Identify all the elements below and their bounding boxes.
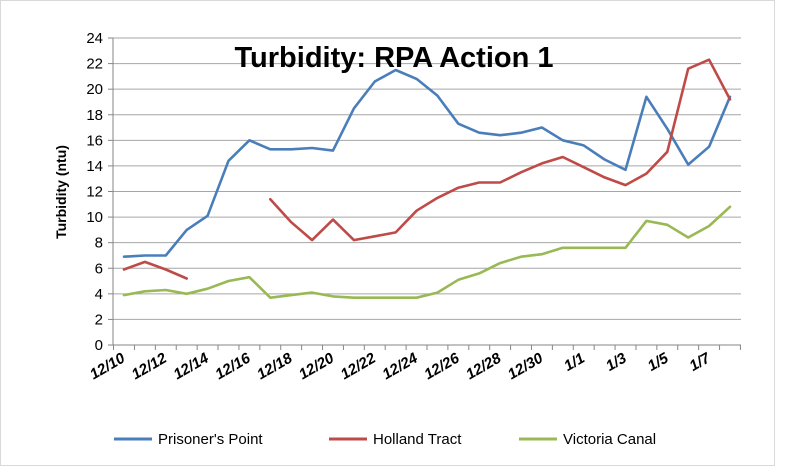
x-tick-label: 1/5 (645, 349, 672, 374)
series-line-holland-tract (122, 260, 188, 280)
x-tick-label: 12/22 (338, 349, 380, 383)
y-tick-label: 18 (86, 107, 103, 124)
x-tick-label: 12/28 (463, 349, 505, 383)
y-axis-label: Turbidity (ntu) (53, 145, 69, 239)
x-tick-label: 12/20 (296, 349, 338, 383)
y-tick-label: 16 (86, 132, 103, 149)
series-line-holland-tract (268, 58, 732, 242)
y-tick-label: 2 (95, 311, 103, 328)
series-line-victoria-canal (122, 205, 732, 300)
legend-label: Prisoner's Point (158, 431, 263, 448)
gridlines (113, 37, 741, 346)
x-tick-label: 12/26 (421, 349, 463, 383)
chart-frame: 0 2 4 6 8 10 12 14 16 18 20 22 24 12/10 12/12 12/14 12/1… (0, 0, 775, 466)
chart-title: Turbidity: RPA Action 1 (235, 42, 554, 74)
legend-label: Holland Tract (373, 431, 462, 448)
y-tick-label: 0 (95, 337, 103, 354)
legend-label: Victoria Canal (563, 431, 656, 448)
y-tick-label: 6 (95, 260, 103, 277)
y-tick-label: 20 (86, 81, 103, 98)
y-tick-label: 10 (86, 209, 103, 226)
series-lines (122, 58, 732, 300)
x-tick-label: 12/16 (212, 349, 254, 383)
x-tick-label: 1/3 (603, 349, 630, 374)
x-tick-label: 12/30 (505, 349, 547, 383)
x-tick-label: 12/14 (171, 349, 213, 383)
series-line-prisoners-point (122, 68, 732, 258)
x-tick-label: 1/1 (561, 350, 588, 375)
y-tick-label: 14 (86, 158, 103, 175)
y-tick-label: 4 (95, 286, 103, 303)
x-tick-label: 1/7 (687, 349, 714, 374)
x-tick-label: 12/10 (87, 349, 129, 383)
x-tick-label: 12/18 (254, 349, 296, 383)
y-tick-label: 22 (86, 56, 103, 73)
x-tick-label: 12/24 (380, 349, 422, 383)
y-tick-label: 24 (86, 30, 103, 47)
x-tick-label: 12/12 (129, 349, 171, 383)
legend: Prisoner's Point Holland Tract Victoria Ca… (114, 431, 656, 448)
y-tick-label: 12 (86, 184, 103, 201)
y-tick-label: 8 (95, 235, 103, 252)
